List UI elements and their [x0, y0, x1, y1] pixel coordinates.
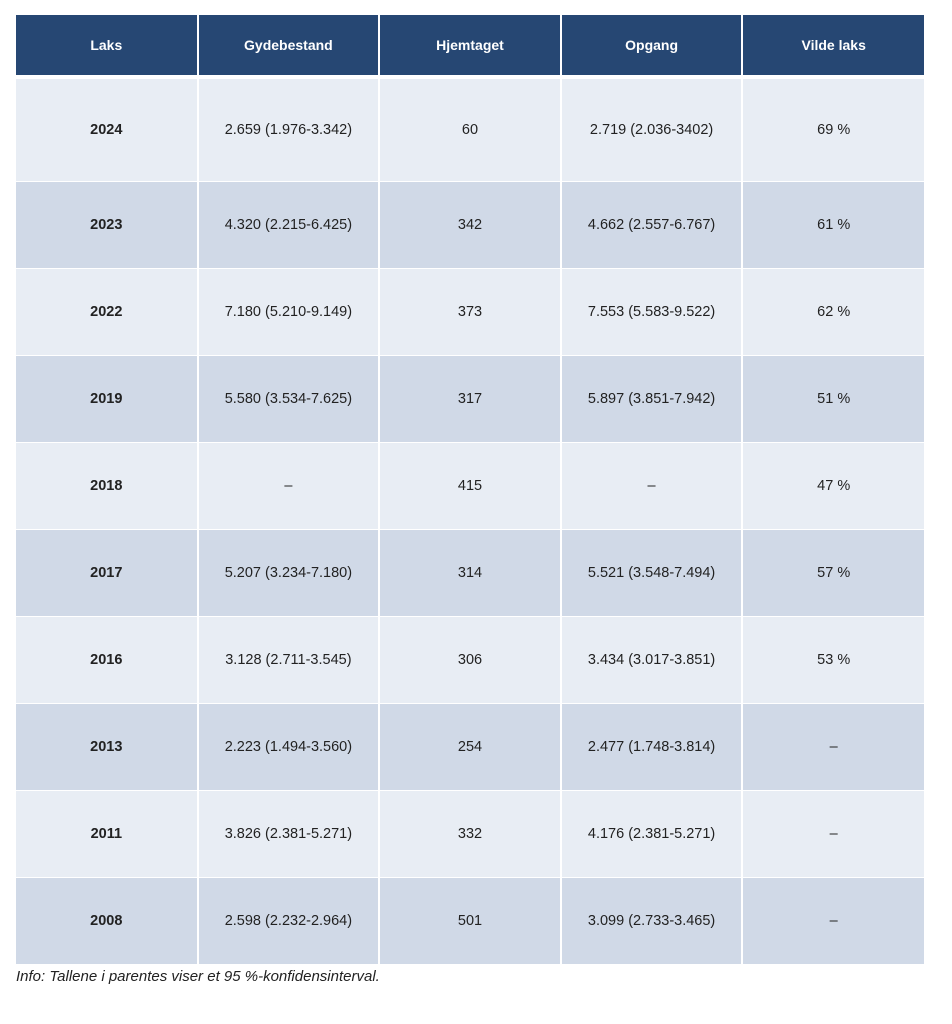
- table-cell: 69 %: [742, 77, 924, 182]
- table-cell: –: [742, 877, 924, 965]
- table-row: 2019 5.580 (3.534-7.625) 317 5.897 (3.851-7…: [16, 355, 924, 443]
- table-cell: 61 %: [742, 181, 924, 269]
- table-body: 2024 2.659 (1.976-3.342) 60 2.719 (2.036-34…: [16, 77, 924, 965]
- table-cell: 7.553 (5.583-9.522): [560, 268, 744, 356]
- table-row: 2008 2.598 (2.232-2.964) 501 3.099 (2.733-3…: [16, 877, 924, 965]
- table-cell: 254: [379, 703, 562, 791]
- table-wrap: Laks Gydebestand Hjemtaget Opgang Vilde laks…: [16, 15, 924, 965]
- header-cell: Opgang: [560, 15, 744, 79]
- table-cell: 2.719 (2.036-3402): [560, 77, 744, 182]
- table-row: 2017 5.207 (3.234-7.180) 314 5.521 (3.548-7…: [16, 529, 924, 617]
- table: Laks Gydebestand Hjemtaget Opgang Vilde laks…: [16, 15, 924, 965]
- table-cell: 5.580 (3.534-7.625): [197, 355, 381, 443]
- table-row: 2022 7.180 (5.210-9.149) 373 7.553 (5.583-9…: [16, 268, 924, 356]
- table-cell: 51 %: [742, 355, 924, 443]
- year-cell: 2023: [16, 181, 199, 269]
- year-cell: 2022: [16, 268, 199, 356]
- table-cell: 317: [379, 355, 562, 443]
- table-row: 2016 3.128 (2.711-3.545) 306 3.434 (3.017-3…: [16, 616, 924, 704]
- table-row: 2018–415–47 %: [16, 442, 924, 530]
- year-cell: 2024: [16, 77, 199, 182]
- table-cell: 2.477 (1.748-3.814): [560, 703, 744, 791]
- table-cell: 53 %: [742, 616, 924, 704]
- table-cell: 415: [379, 442, 562, 530]
- header-cell: Hjemtaget: [379, 15, 562, 79]
- table-row: 2023 4.320 (2.215-6.425) 342 4.662 (2.557-6…: [16, 181, 924, 269]
- table-cell: 57 %: [742, 529, 924, 617]
- info-note: Info: Tallene i parentes viser et 95 %-k…: [16, 968, 380, 985]
- year-cell: 2016: [16, 616, 199, 704]
- table-cell: 2.598 (2.232-2.964): [197, 877, 381, 965]
- year-cell: 2018: [16, 442, 199, 530]
- header-cell: Laks: [16, 15, 199, 79]
- table-cell: –: [197, 442, 381, 530]
- year-cell: 2013: [16, 703, 199, 791]
- table-cell: –: [560, 442, 744, 530]
- year-cell: 2017: [16, 529, 199, 617]
- table-cell: 3.434 (3.017-3.851): [560, 616, 744, 704]
- table-cell: –: [742, 703, 924, 791]
- table-cell: 2.659 (1.976-3.342): [197, 77, 381, 182]
- table-cell: 3.099 (2.733-3.465): [560, 877, 744, 965]
- year-cell: 2019: [16, 355, 199, 443]
- table-cell: 2.223 (1.494-3.560): [197, 703, 381, 791]
- table-cell: 373: [379, 268, 562, 356]
- table-cell: 314: [379, 529, 562, 617]
- year-cell: 2011: [16, 790, 199, 878]
- table-row: 2011 3.826 (2.381-5.271) 332 4.176 (2.381-5…: [16, 790, 924, 878]
- table-cell: 4.176 (2.381-5.271): [560, 790, 744, 878]
- header-cell: Gydebestand: [197, 15, 381, 79]
- header-row: Laks Gydebestand Hjemtaget Opgang Vilde laks: [16, 15, 924, 79]
- table-cell: 5.207 (3.234-7.180): [197, 529, 381, 617]
- table-cell: 7.180 (5.210-9.149): [197, 268, 381, 356]
- table-cell: –: [742, 790, 924, 878]
- table-cell: 3.128 (2.711-3.545): [197, 616, 381, 704]
- year-cell: 2008: [16, 877, 199, 965]
- table-cell: 5.897 (3.851-7.942): [560, 355, 744, 443]
- table-row: 2013 2.223 (1.494-3.560) 254 2.477 (1.748-3…: [16, 703, 924, 791]
- table-row: 2024 2.659 (1.976-3.342) 60 2.719 (2.036-34…: [16, 77, 924, 182]
- table-cell: 5.521 (3.548-7.494): [560, 529, 744, 617]
- header-cell: Vilde laks: [742, 15, 924, 79]
- table-cell: 4.662 (2.557-6.767): [560, 181, 744, 269]
- table-cell: 332: [379, 790, 562, 878]
- table-cell: 306: [379, 616, 562, 704]
- table-cell: 3.826 (2.381-5.271): [197, 790, 381, 878]
- table-cell: 4.320 (2.215-6.425): [197, 181, 381, 269]
- table-cell: 62 %: [742, 268, 924, 356]
- table-cell: 342: [379, 181, 562, 269]
- table-cell: 47 %: [742, 442, 924, 530]
- table-cell: 501: [379, 877, 562, 965]
- table-cell: 60: [379, 77, 562, 182]
